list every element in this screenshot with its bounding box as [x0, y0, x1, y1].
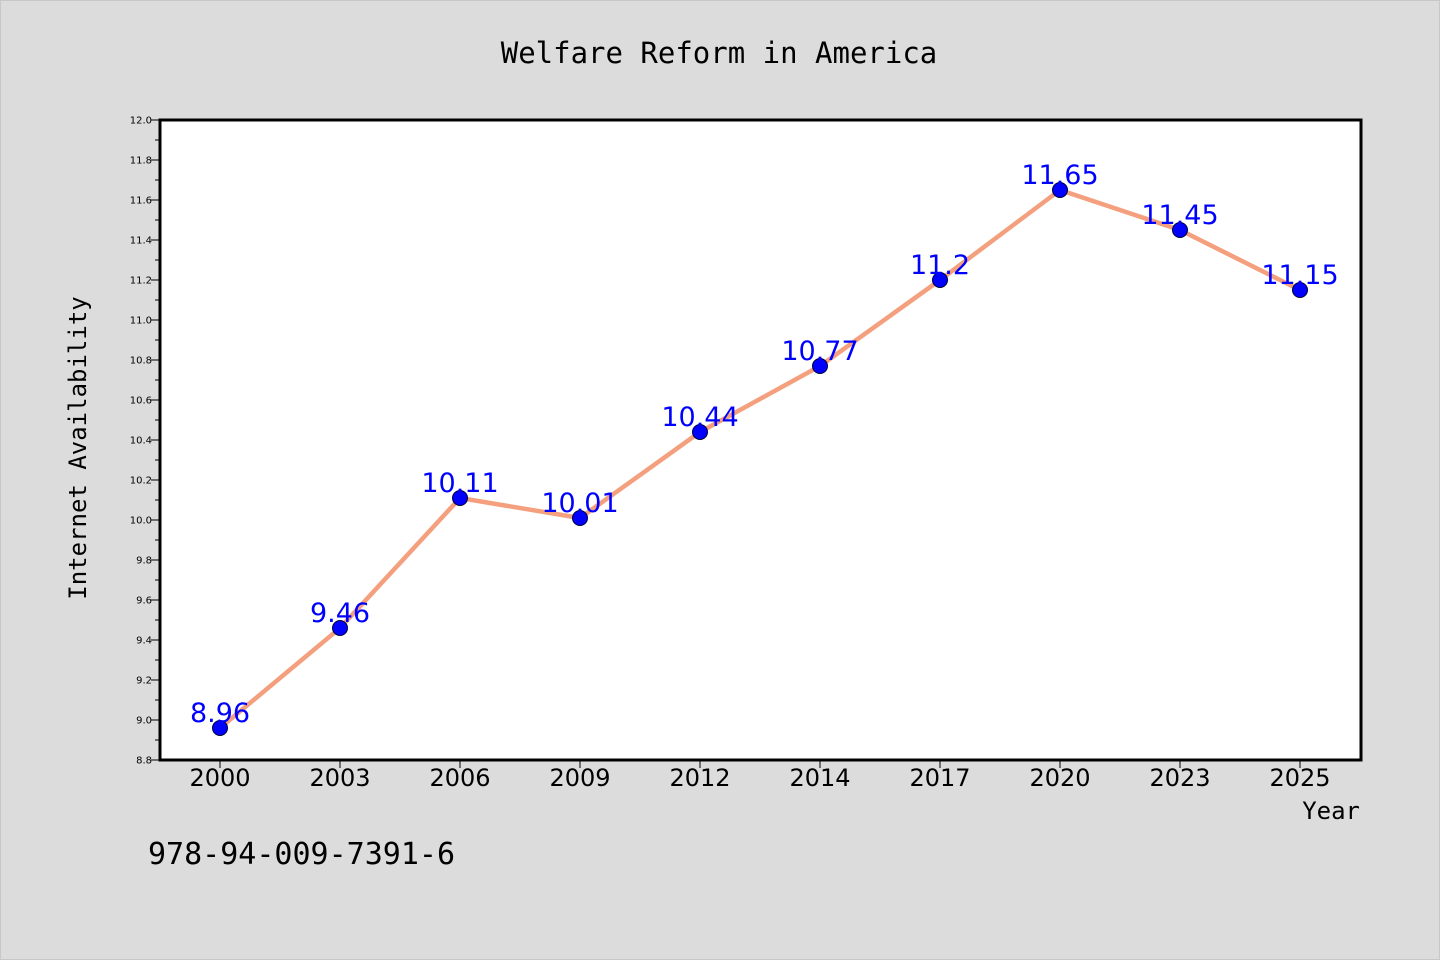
x-tick-label: 2009 [549, 764, 610, 792]
data-label: 11.65 [1021, 160, 1098, 191]
isbn-text: 978-94-009-7391-6 [148, 837, 455, 872]
data-point [572, 510, 588, 526]
data-label: 10.77 [781, 336, 858, 367]
y-tick-label: 9.2 [136, 676, 152, 687]
y-tick-label: 10.0 [130, 516, 152, 527]
y-tick-label: 10.6 [130, 396, 152, 407]
y-tick-label: 9.0 [136, 716, 152, 727]
data-label: 11.45 [1141, 200, 1218, 231]
y-tick-label: 9.8 [136, 556, 152, 567]
y-tick-label: 10.8 [130, 356, 152, 367]
data-label: 11.2 [910, 250, 970, 281]
plot-area [160, 120, 1361, 760]
y-tick-label: 9.4 [136, 636, 152, 647]
y-tick-label: 11.6 [130, 196, 152, 207]
data-point [812, 358, 828, 374]
data-point [1172, 222, 1188, 238]
x-tick-label: 2003 [309, 764, 370, 792]
x-tick-label: 2023 [1149, 764, 1210, 792]
x-tick-label: 2017 [909, 764, 970, 792]
y-tick-label: 11.4 [130, 236, 152, 247]
y-tick-label: 12.0 [130, 116, 152, 127]
y-tick-label: 10.4 [130, 436, 152, 447]
y-tick-label: 9.6 [136, 596, 152, 607]
x-tick-label: 2020 [1029, 764, 1090, 792]
y-tick-label: 8.8 [136, 756, 152, 767]
x-axis-title: Year [1302, 797, 1360, 825]
data-markers [212, 182, 1308, 736]
x-tick-label: 2025 [1269, 764, 1330, 792]
y-axis-title: Internet Availability [64, 296, 92, 599]
data-point [1292, 282, 1308, 298]
x-tick-label: 2012 [669, 764, 730, 792]
series-line [218, 187, 1302, 730]
y-tick-label: 11.2 [130, 276, 152, 287]
data-label: 9.46 [310, 598, 370, 629]
data-label: 10.44 [661, 402, 738, 433]
x-tick-label: 2006 [429, 764, 490, 792]
data-point [932, 272, 948, 288]
data-label: 11.15 [1261, 260, 1338, 291]
data-labels: 8.96 9.46 10.11 10.01 10.44 10.77 11.2 11.65 11.… [190, 160, 1339, 729]
data-label: 10.11 [421, 468, 498, 499]
data-label: 10.01 [541, 488, 618, 519]
x-tick-label: 2000 [189, 764, 250, 792]
data-point [212, 720, 228, 736]
chart-title: Welfare Reform in America [501, 36, 938, 70]
y-tick-label: 11.8 [130, 156, 152, 167]
y-tick-label: 11.0 [130, 316, 152, 327]
data-label: 8.96 [190, 698, 250, 729]
plot-border [158, 118, 1363, 762]
x-tick-label: 2014 [789, 764, 850, 792]
y-tick-label: 10.2 [130, 476, 152, 487]
x-axis: 2000 2003 2006 2009 2012 2014 2017 2020 2023 2025 [189, 760, 1331, 792]
data-point [1052, 182, 1068, 198]
data-point [452, 490, 468, 506]
data-point [692, 424, 708, 440]
y-axis: 8.8 9.0 9.2 9.4 9.6 9.8 10.0 10.2 10.4 10.6 10.8 11… [130, 116, 160, 767]
data-point [332, 620, 348, 636]
